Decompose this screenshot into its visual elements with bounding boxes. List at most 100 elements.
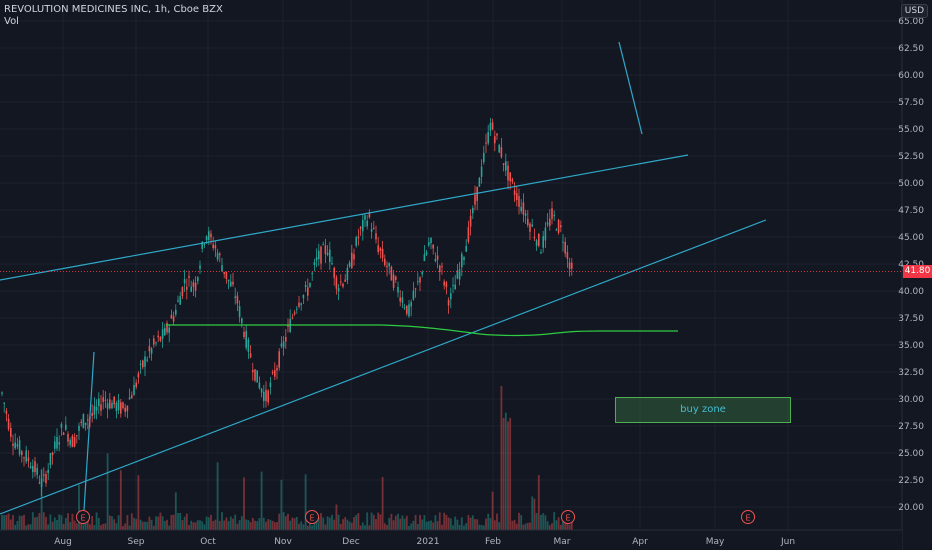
volume-bar xyxy=(16,521,19,530)
volume-bar xyxy=(251,517,254,530)
candle-body xyxy=(520,206,522,212)
candle-body xyxy=(139,363,142,365)
buy-zone-box[interactable]: buy zone xyxy=(615,396,791,423)
candle-body xyxy=(318,250,320,260)
candle-body xyxy=(401,297,404,303)
volume-bar xyxy=(141,521,144,530)
volume-bar xyxy=(504,412,507,530)
volume-bar xyxy=(238,520,241,530)
candle-body xyxy=(34,461,36,473)
candle-body xyxy=(489,123,492,131)
volume-bar xyxy=(42,512,45,530)
volume-bar xyxy=(91,515,94,530)
volume-bar xyxy=(324,524,327,530)
volume-bar xyxy=(207,517,210,530)
candle-body xyxy=(505,161,507,171)
volume-bar xyxy=(410,523,413,530)
candle-body xyxy=(564,242,566,254)
volume-bar xyxy=(111,516,113,530)
candle-body xyxy=(373,227,375,229)
candle-body xyxy=(271,371,274,374)
candle-body xyxy=(447,299,450,306)
volume-bar xyxy=(168,525,171,530)
volume-bar xyxy=(27,524,30,530)
volume-bar xyxy=(23,514,25,530)
candle-body xyxy=(265,389,267,402)
candle-body xyxy=(87,419,89,421)
candle-body xyxy=(461,253,463,268)
candle-body xyxy=(540,252,542,254)
volume-bar xyxy=(100,525,102,530)
volume-bar xyxy=(183,516,186,530)
volume-bar xyxy=(18,515,21,530)
volume-bar xyxy=(185,513,188,530)
volume-bar xyxy=(421,519,424,530)
candle-body xyxy=(232,281,234,285)
earnings-marker-label: E xyxy=(80,514,85,523)
candle-body xyxy=(439,265,441,272)
candle-body xyxy=(69,439,71,445)
candle-body xyxy=(201,241,203,250)
candle-body xyxy=(546,222,549,225)
volume-bar xyxy=(29,524,32,530)
volume-bar xyxy=(399,518,402,530)
price-tick-label: 25.00 xyxy=(898,449,924,459)
volume-bar xyxy=(315,515,318,530)
candle-body xyxy=(216,252,219,260)
price-tick-label: 50.00 xyxy=(898,179,924,189)
symbol-title: REVOLUTION MEDICINES INC, 1h, Cboe BZX xyxy=(4,4,223,15)
candle-body xyxy=(49,453,52,465)
time-tick-label: Oct xyxy=(200,537,216,547)
volume-bar xyxy=(526,522,529,530)
currency-badge[interactable]: USD xyxy=(900,4,928,18)
candle-body xyxy=(126,405,129,412)
volume-bar xyxy=(463,525,465,530)
volume-bar xyxy=(339,523,342,530)
volume-bar xyxy=(337,514,340,530)
volume-bar xyxy=(12,515,14,530)
volume-bar xyxy=(262,517,265,530)
volume-bar xyxy=(342,519,344,530)
candle-body xyxy=(478,177,481,187)
candle-body xyxy=(192,282,195,287)
volume-bar xyxy=(113,519,116,530)
volume-bar xyxy=(227,521,230,530)
volume-bar xyxy=(366,512,369,530)
volume-bar xyxy=(412,520,415,530)
candle-body xyxy=(450,293,452,300)
trend-line xyxy=(0,154,689,281)
candle-body xyxy=(465,245,467,252)
volume-bar xyxy=(317,517,320,530)
candle-body xyxy=(144,356,146,367)
candle-body xyxy=(370,229,373,232)
volume-bar xyxy=(456,519,459,530)
volume-bar xyxy=(97,518,100,530)
volume-bar xyxy=(106,453,109,530)
volume-bar xyxy=(258,518,261,530)
candle-body xyxy=(93,405,96,415)
candle-body xyxy=(100,404,102,411)
candle-body xyxy=(269,382,272,387)
volume-bar xyxy=(243,477,245,530)
time-tick-label: May xyxy=(706,537,725,547)
candle-body xyxy=(245,330,247,348)
volume-bar xyxy=(434,515,437,530)
candle-body xyxy=(315,257,318,261)
candle-body xyxy=(166,322,168,333)
volume-bar xyxy=(397,513,399,530)
candle-body xyxy=(337,288,340,292)
volume-bar xyxy=(353,517,355,530)
candle-body xyxy=(120,402,122,414)
volume-bar xyxy=(229,516,232,530)
candle-body xyxy=(131,395,133,399)
volume-bar xyxy=(280,479,283,530)
candle-body xyxy=(263,391,265,402)
candle-body xyxy=(67,433,69,442)
candle-body xyxy=(276,367,278,371)
candle-body xyxy=(133,384,135,396)
candle-body xyxy=(150,348,153,354)
volume-bar xyxy=(537,475,540,530)
volume-bar xyxy=(14,524,17,530)
